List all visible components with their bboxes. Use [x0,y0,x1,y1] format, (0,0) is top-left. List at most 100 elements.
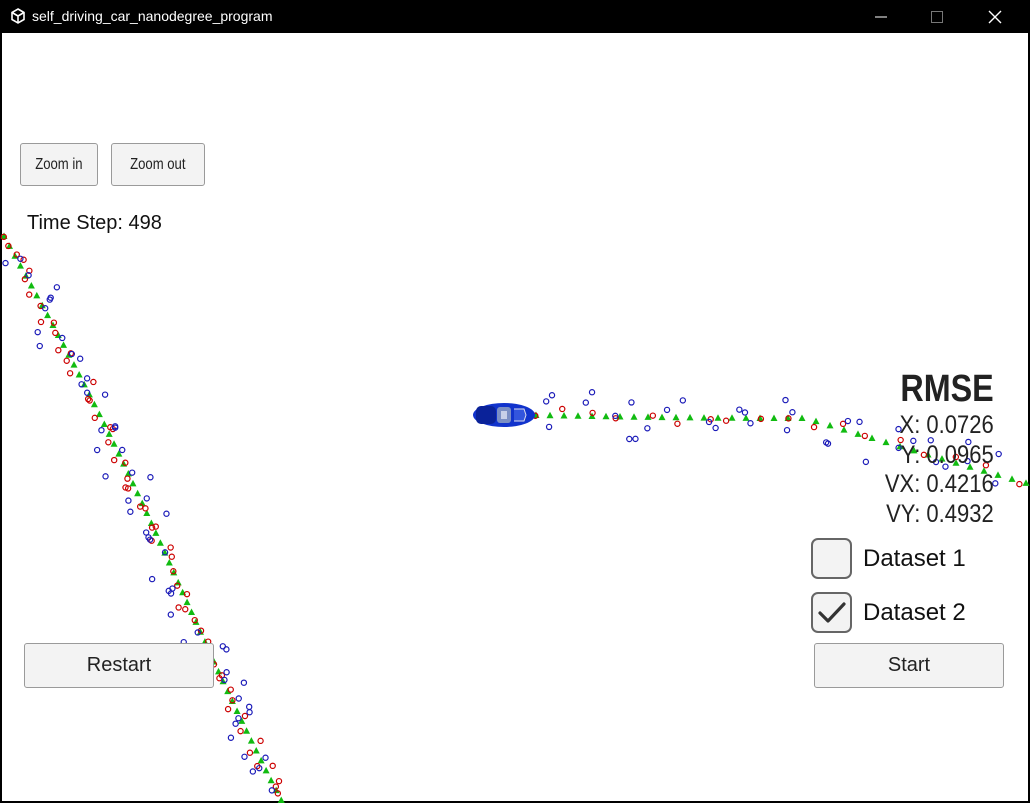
radar-marker [663,406,671,414]
lidar-marker [170,568,177,575]
dataset-1-label: Dataset 1 [863,544,966,572]
lidar-marker [136,503,144,510]
estimate-marker [75,371,83,378]
lidar-marker [810,423,818,431]
radar-marker [78,381,85,388]
radar-marker [111,424,119,431]
lidar-marker [183,590,191,598]
lidar-marker [50,319,58,326]
estimate-marker [243,727,251,734]
estimate-marker [938,455,946,462]
radar-marker [147,474,154,481]
radar-marker [219,643,227,650]
lidar-marker [63,357,70,364]
lidar-marker [105,439,112,446]
radar-marker [612,412,619,420]
lidar-marker [227,686,234,693]
radar-marker [83,389,91,396]
radar-marker [644,425,651,432]
close-button[interactable] [972,0,1018,33]
estimate-marker [630,413,638,420]
maximize-button[interactable] [914,0,960,33]
rmse-vy: VY: 0.4932 [886,499,994,528]
estimate-marker [882,438,890,446]
lidar-marker [897,436,904,444]
radar-marker [942,463,949,470]
lidar-marker [175,604,182,611]
radar-marker [588,389,596,396]
radar-marker [628,399,635,406]
lidar-marker [66,370,74,377]
lidar-marker [0,233,8,241]
estimate-marker [728,414,736,421]
radar-marker [932,458,940,466]
estimate-marker [0,232,8,239]
estimate-marker [574,412,582,419]
lidar-marker [589,409,596,417]
lidar-marker [839,420,847,428]
radar-marker [626,435,633,443]
lidar-marker [218,672,226,679]
estimate-marker [742,414,750,421]
estimate-marker [1022,479,1030,486]
lidar-markers [0,233,1023,797]
estimate-marker [686,413,694,421]
start-button[interactable]: Start [814,643,1004,688]
lidar-marker [257,737,264,745]
estimate-marker [560,412,568,419]
radar-marker [68,350,76,358]
radar-marker [240,679,248,686]
estimate-marker [192,618,200,625]
rmse-panel: RMSE X: 0.0726 Y: 0.0965 VX: 0.4216 VY: … [870,367,994,529]
lidar-marker [612,415,619,422]
lidar-marker [197,627,205,634]
lidar-marker [237,727,244,735]
estimate-marker [152,529,160,536]
radar-marker [844,417,852,425]
radar-marker [856,418,863,426]
radar-marker [128,469,136,476]
lidar-marker [13,251,20,258]
lidar-marker [785,415,792,422]
close-icon [988,10,1002,23]
lidar-marker [21,275,29,283]
estimate-marker [105,430,113,437]
estimate-marker [134,489,142,497]
estimate-marker [770,414,778,421]
radar-marker [910,437,917,445]
minimize-button[interactable] [858,0,904,33]
zoom-out-button[interactable]: Zoom out [111,143,205,186]
radar-marker [76,355,84,362]
dataset-1-checkbox[interactable] [811,538,852,579]
radar-marker [42,305,49,312]
minimize-icon [875,16,887,17]
estimate-marker [143,509,151,517]
radar-marker [249,768,257,775]
radar-marker [143,495,150,502]
radar-marker [992,480,999,487]
estimate-marker [910,446,918,454]
estimate-marker [602,412,610,420]
dataset-2-option[interactable]: Dataset 2 [811,592,966,633]
rmse-x: X: 0.0726 [899,411,994,439]
restart-button[interactable]: Restart [24,643,214,688]
radar-marker [964,457,971,465]
dataset-2-checkbox[interactable] [811,592,852,633]
estimate-marker [90,400,98,408]
radar-marker [927,437,934,444]
radar-marker [119,446,126,454]
radar-marker [102,473,109,480]
lidar-marker [861,432,869,440]
lidar-marker [26,267,33,274]
radar-marker [862,458,870,466]
estimate-marker [952,459,960,466]
estimate-marker [644,413,652,420]
zoom-in-button[interactable]: Zoom in [20,143,98,186]
radar-marker [789,409,796,416]
lidar-marker [124,475,131,482]
dataset-1-option[interactable]: Dataset 1 [811,538,966,579]
lidar-marker [722,417,730,424]
radar-marker [125,497,132,504]
radar-marker [824,440,832,447]
radar-marker [241,753,248,760]
